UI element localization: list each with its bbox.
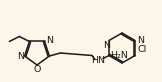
Text: HN: HN — [91, 56, 105, 65]
Text: H₂N: H₂N — [110, 51, 128, 60]
Text: Cl: Cl — [137, 45, 147, 54]
Text: N: N — [104, 41, 110, 50]
Text: O: O — [33, 65, 41, 74]
Text: N: N — [46, 36, 53, 46]
Text: N: N — [17, 52, 24, 61]
Text: N: N — [137, 36, 144, 45]
